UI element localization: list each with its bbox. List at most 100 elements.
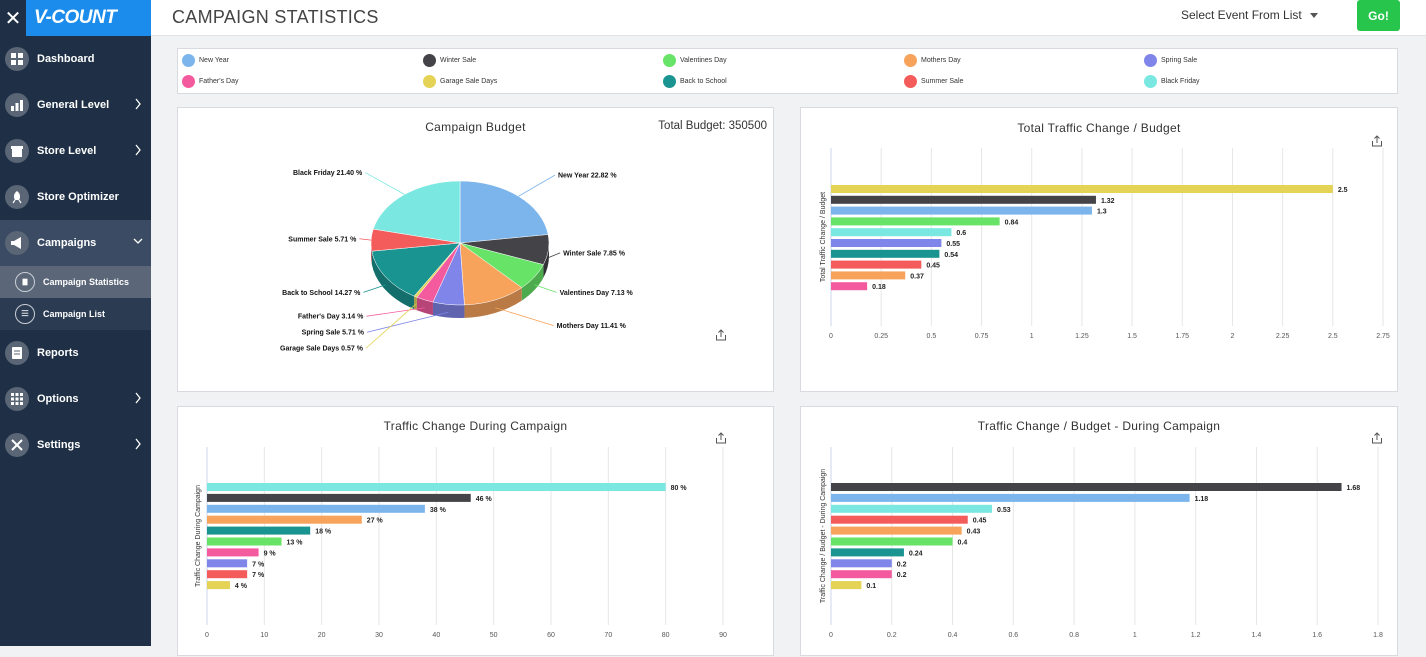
legend-item[interactable]: Back to School [663,75,727,88]
bar[interactable] [831,271,906,280]
legend-label: Spring Sale [1161,57,1198,64]
legend-label: Garage Sale Days [440,78,498,85]
bar[interactable] [831,195,1096,204]
legend-item[interactable]: Father's Day [182,75,238,88]
store-icon [5,139,29,163]
bar-data-label: 7 % [252,572,265,579]
pie-connector [495,307,554,326]
pie-connector [365,304,416,349]
legend-item[interactable]: Garage Sale Days [423,75,497,88]
bar[interactable] [831,260,922,269]
bar-data-label: 1.32 [1101,198,1115,205]
bar[interactable] [207,581,230,590]
legend-item[interactable]: New Year [182,54,229,67]
bar[interactable] [831,483,1342,491]
bar[interactable] [831,581,862,590]
legend-item[interactable]: Mothers Day [904,54,961,67]
sidebar-item-store-level[interactable]: Store Level [0,128,151,174]
bar[interactable] [831,515,968,524]
legend-item[interactable]: Winter Sale [423,54,476,67]
bar[interactable] [831,570,892,579]
pie-slice[interactable] [459,242,523,306]
bar[interactable] [831,185,1333,193]
sidebar-item-label: Store Optimizer [37,191,119,203]
legend-item[interactable]: Valentines Day [663,54,727,67]
bar-data-label: 1.3 [1097,209,1107,216]
sidebar-item-store-optimizer[interactable]: Store Optimizer [0,174,151,220]
bar[interactable] [831,206,1092,215]
sidebar-item-reports[interactable]: Reports [0,330,151,376]
close-sidebar-button[interactable]: ✕ [0,0,26,36]
legend-item[interactable]: Summer Sale [904,75,963,88]
bar[interactable] [831,239,942,247]
bar[interactable] [207,559,248,568]
megaphone-icon [5,231,29,255]
x-tick-label: 80 [662,632,670,639]
header: CAMPAIGN STATISTICS Select Event From Li… [151,0,1426,36]
chart-title: Traffic Change During Campaign [383,419,568,433]
bar-data-label: 0.45 [926,263,940,270]
bar[interactable] [207,515,362,524]
legend-item[interactable]: Black Friday [1144,75,1200,88]
x-tick-label: 0 [829,632,833,639]
bar-chart: 0 0.25 0.5 0.75 1 1.25 1.5 1.75 2 2.25 2.5 2.75 2.5 1… [820,148,1390,340]
logo-bar: ✕ V-COUNT [0,0,151,36]
bar[interactable] [207,526,311,535]
bar[interactable] [831,217,1000,226]
x-tick-label: 0.8 [1069,632,1079,639]
legend-label: Valentines Day [680,57,727,64]
bar-data-label: 38 % [430,507,447,514]
sidebar-subitem-campaign-statistics[interactable]: Campaign Statistics [0,266,151,298]
dashboard-icon [5,47,29,71]
bar[interactable] [831,548,904,557]
pie-connector [366,311,449,333]
pie-data-label: New Year 22.82 % [558,173,617,180]
bar[interactable] [831,526,962,535]
export-icon[interactable] [1371,135,1383,147]
bar[interactable] [831,282,868,291]
sidebar-item-general-level[interactable]: General Level [0,82,151,128]
bar-data-label: 80 % [671,485,688,492]
grid-icon [5,387,29,411]
bar[interactable] [207,504,425,513]
bar[interactable] [831,249,940,258]
bar[interactable] [207,570,248,579]
x-tick-label: 0.5 [926,333,936,340]
sidebar-subitem-campaign-list[interactable]: Campaign List [0,298,151,330]
tools-icon [5,433,29,457]
x-tick-label: 70 [604,632,612,639]
export-icon[interactable] [715,329,727,341]
go-button[interactable]: Go! [1357,0,1400,31]
legend-item[interactable]: Spring Sale [1144,54,1197,67]
sidebar-item-campaigns[interactable]: Campaigns [0,220,151,266]
pie-depth [371,243,549,318]
pie-connector [363,284,386,293]
bar[interactable] [207,537,282,546]
sidebar-item-dashboard[interactable]: Dashboard [0,36,151,82]
bar[interactable] [207,493,471,502]
sidebar-item-settings[interactable]: Settings [0,422,151,468]
export-icon[interactable] [1371,432,1383,444]
bar[interactable] [831,228,952,237]
x-tick-label: 1.25 [1075,333,1089,340]
legend: New Year Winter Sale Valentines Day Mothers… [177,48,1398,94]
bar-data-label: 0.43 [967,529,981,536]
event-select-dropdown[interactable]: Select Event From List [1181,8,1318,22]
pie-data-label: Winter Sale 7.85 % [563,250,626,257]
pie-data-label: Back to School 14.27 % [282,290,361,297]
legend-swatch [663,54,676,67]
bar[interactable] [831,537,953,546]
pie-slice[interactable] [372,180,461,244]
bar[interactable] [831,504,993,513]
bar[interactable] [207,483,666,491]
bar[interactable] [831,559,892,568]
pie-slice[interactable] [371,242,461,297]
sidebar-item-label: Settings [37,439,81,451]
pie-data-label: Black Friday 21.40 % [293,170,363,177]
bar[interactable] [831,493,1190,502]
bar[interactable] [207,548,259,557]
x-tick-label: 0.75 [975,333,989,340]
sidebar-item-options[interactable]: Options [0,376,151,422]
export-icon[interactable] [715,432,727,444]
pie-slice[interactable] [459,180,549,244]
